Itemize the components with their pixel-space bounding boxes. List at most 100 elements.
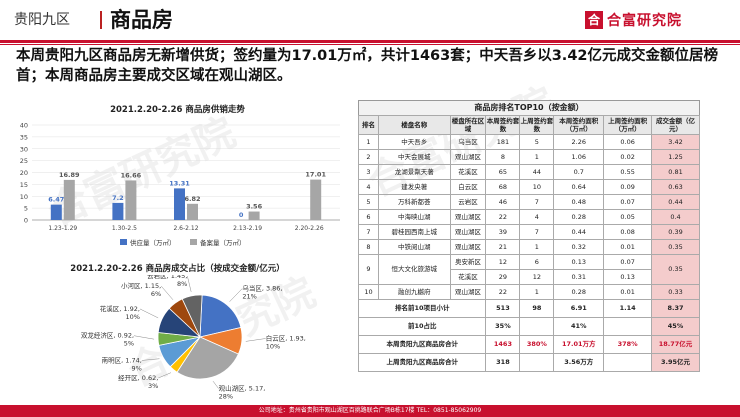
table-cell: 181 — [485, 134, 521, 150]
header: 贵阳九区 商品房 合 合富研究院 — [0, 0, 740, 40]
slice-pct: 5% — [124, 340, 134, 348]
table-row: 5 万科新都荟 云岩区 46 7 0.48 0.07 0.44 — [358, 194, 700, 210]
table-cell: 0.32 — [553, 239, 605, 255]
table-cell — [519, 353, 555, 372]
table-cell: 5 — [358, 194, 379, 210]
data-label: 6.47 — [48, 196, 64, 204]
slice-label: 经开区, 0.62, — [118, 373, 158, 382]
table-cell: 1.14 — [603, 299, 653, 318]
table-cell: 22 — [485, 209, 521, 225]
table-cell: 0.48 — [553, 194, 605, 210]
slice-pct: 21% — [242, 293, 256, 301]
table-cell: 7 — [519, 224, 555, 240]
pie-slice — [176, 336, 239, 380]
table-cell: 观山湖区 — [449, 284, 487, 300]
header-divider — [100, 11, 102, 29]
bar — [125, 180, 137, 220]
table-cell: 0.44 — [651, 194, 700, 210]
ranking-title: 商品房排名TOP10（按金额） — [358, 100, 700, 116]
data-label: 16.89 — [59, 171, 80, 179]
last-week-total-row: 上周贵阳九区商品房合计 318 3.56万方 3.95亿元 — [357, 353, 700, 372]
table-cell: 观山湖区 — [449, 209, 487, 225]
table-cell: 39 — [485, 224, 521, 240]
table-cell: 18.77亿元 — [651, 335, 700, 354]
table-cell: 41% — [553, 317, 605, 336]
logo-mark-icon: 合 — [585, 11, 603, 29]
table-cell: 21 — [485, 239, 521, 255]
leader-line — [161, 285, 174, 300]
table-cell: 建发央著 — [377, 179, 451, 195]
x-tick-label: 2.13-2.19 — [233, 225, 262, 232]
pie-chart-title: 2021.2.20-2.26 商品房成交占比（按成交金额/亿元） — [70, 264, 285, 274]
table-cell: 10 — [519, 179, 555, 195]
table-row: 9 恒大文化旅游城 奥安新区 12 6 0.13 0.07 0.35 — [358, 254, 700, 285]
table-cell: 0.63 — [651, 179, 700, 195]
slice-pct: 6% — [151, 290, 161, 298]
table-row: 4 建发央著 白云区 68 10 0.64 0.09 0.63 — [358, 179, 700, 195]
table-cell: 0.31 — [553, 269, 605, 285]
table-cell: 22 — [485, 284, 521, 300]
table-cell: 0.06 — [603, 134, 653, 150]
table-cell: 3 — [358, 164, 379, 180]
legend-swatch — [120, 239, 127, 245]
table-cell: 奥安新区 — [449, 254, 487, 270]
table-row: 1 中天吾乡 乌当区 181 5 2.26 0.06 3.42 — [358, 134, 700, 150]
table-cell: 6 — [358, 209, 379, 225]
table-cell: 恒大文化旅游城 — [377, 254, 451, 285]
table-cell: 花溪区 — [449, 164, 487, 180]
table-cell: 前10占比 — [357, 317, 487, 336]
week-total-row: 本周贵阳九区商品房合计 1463 380% 17.01万方 378% 18.77亿元 — [357, 335, 700, 354]
logo-text: 合富研究院 — [607, 13, 682, 29]
table-cell: 0.35 — [651, 254, 700, 285]
x-tick-label: 1.30-2.5 — [112, 225, 137, 232]
table-cell: 花溪区 — [449, 269, 487, 285]
table-cell: 12 — [519, 269, 555, 285]
bar — [174, 188, 185, 220]
table-row: 6 中海映山湖 观山湖区 22 4 0.28 0.05 0.4 — [358, 209, 700, 225]
bar — [310, 179, 322, 220]
slice-label: 花溪区, 1.92, — [100, 304, 140, 313]
table-cell: 1 — [519, 149, 555, 165]
bar-chart: 0 5 10 15 20 25 30 35 40 1.23-1.29 6.47 16.89 1.30-2… — [20, 122, 340, 247]
table-cell: 6 — [519, 254, 555, 270]
y-tick-label: 5 — [24, 205, 28, 213]
table-cell: 1.06 — [553, 149, 605, 165]
table-cell: 0.64 — [553, 179, 605, 195]
table-cell: 0.55 — [603, 164, 653, 180]
table-header-row: 排名 楼盘名称 楼盘所在区域 本周签约套数 上周签约套数 本周签约面积（万㎡） … — [358, 115, 700, 135]
table-cell: 378% — [603, 335, 653, 354]
leader-line — [229, 288, 243, 302]
slice-pct: 8% — [177, 280, 187, 288]
table-cell: 513 — [485, 299, 521, 318]
table-row: 2 中天会展城 观山湖区 8 1 1.06 0.02 1.25 — [358, 149, 700, 165]
subtotal-row: 排名前10项目小计 513 98 6.91 1.14 8.37 — [357, 299, 700, 318]
bar — [63, 179, 75, 220]
table-row: 3 龙湖景粼天著 花溪区 65 44 0.7 0.55 0.81 — [358, 164, 700, 180]
table-row: 8 中铁阅山湖 观山湖区 21 1 0.32 0.01 0.35 — [358, 239, 700, 255]
x-tick-label: 2.20-2.26 — [295, 225, 324, 232]
table-cell — [603, 317, 653, 336]
leader-line — [139, 308, 159, 319]
table-cell: 0.02 — [603, 149, 653, 165]
table-cell: 0.39 — [651, 224, 700, 240]
table-cell: 中海映山湖 — [377, 209, 451, 225]
slice-pct: 3% — [148, 382, 158, 390]
table-cell: 1 — [519, 239, 555, 255]
table-cell: 白云区 — [449, 179, 487, 195]
table-cell: 乌当区 — [449, 134, 487, 150]
bar — [112, 202, 124, 220]
table-cell: 上周贵阳九区商品房合计 — [357, 353, 487, 372]
y-tick-label: 40 — [20, 122, 28, 130]
leader-line — [212, 380, 219, 389]
brand-logo: 合 合富研究院 — [585, 11, 735, 33]
table-cell: 12 — [485, 254, 521, 270]
table-cell: 中天吾乡 — [377, 134, 451, 150]
table-cell — [603, 353, 653, 372]
x-tick-label: 2.6-2.12 — [173, 225, 198, 232]
y-tick-label: 10 — [20, 193, 28, 201]
table-cell: 1463 — [485, 335, 521, 354]
table-cell: 8 — [358, 239, 379, 255]
table-cell: 1.25 — [651, 149, 700, 165]
table-row: 花溪区 29 12 0.31 0.13 — [359, 269, 700, 285]
table-cell: 8.37 — [651, 299, 700, 318]
